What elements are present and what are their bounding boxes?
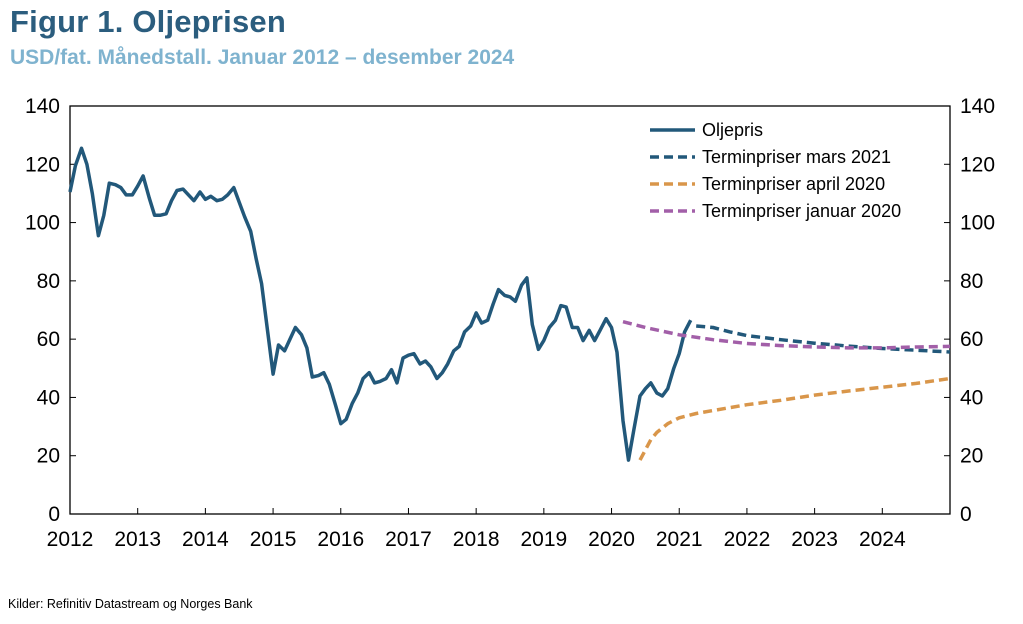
x-tick-label: 2023 (791, 528, 838, 551)
y-tick-label-right: 60 (960, 328, 983, 351)
x-tick-label: 2021 (656, 528, 703, 551)
x-tick-label: 2018 (453, 528, 500, 551)
page-title: Figur 1. Oljeprisen (10, 4, 286, 39)
y-tick-label-left: 0 (48, 503, 60, 526)
y-tick-label-left: 40 (37, 386, 60, 409)
y-tick-label-right: 40 (960, 386, 983, 409)
chart-series (68, 146, 951, 462)
y-tick-label-right: 120 (960, 153, 995, 176)
y-tick-label-left: 60 (37, 328, 60, 351)
series-line-2 (638, 376, 951, 461)
source-note: Kilder: Refinitiv Datastream og Norges B… (8, 597, 253, 611)
plot-frame (69, 105, 951, 515)
x-tick-label: 2016 (317, 528, 364, 551)
chart-legend: Oljepris Terminpriser mars 2021 Terminpris… (650, 120, 901, 221)
series-line-0 (68, 146, 693, 462)
series-line-3 (622, 320, 951, 350)
y-tick-label-left: 80 (37, 270, 60, 293)
x-tick-label: 2022 (724, 528, 771, 551)
page-subtitle: USD/fat. Månedstall. Januar 2012 – desem… (10, 46, 515, 69)
series-line-1 (696, 324, 951, 354)
x-tick-label: 2012 (47, 528, 94, 551)
y-tick-label-left: 120 (25, 153, 60, 176)
x-tick-label: 2020 (588, 528, 635, 551)
x-tick-label: 2017 (385, 528, 432, 551)
y-tick-label-right: 20 (960, 445, 983, 468)
legend-label-0: Oljepris (702, 120, 763, 140)
y-tick-label-left: 140 (25, 95, 60, 118)
y-tick-label-right: 80 (960, 270, 983, 293)
x-tick-label: 2014 (182, 528, 229, 551)
legend-label-1: Terminpriser mars 2021 (702, 147, 891, 167)
y-tick-label-right: 0 (960, 503, 972, 526)
y-tick-label-right: 100 (960, 212, 995, 235)
y-tick-label-left: 100 (25, 212, 60, 235)
legend-label-2: Terminpriser april 2020 (702, 174, 885, 194)
x-tick-label: 2013 (114, 528, 161, 551)
y-tick-label-right: 140 (960, 95, 995, 118)
x-tick-label: 2015 (250, 528, 297, 551)
y-tick-label-left: 20 (37, 445, 60, 468)
x-tick-label: 2019 (520, 528, 567, 551)
legend-label-3: Terminpriser januar 2020 (702, 201, 901, 221)
x-tick-label: 2024 (859, 528, 906, 551)
